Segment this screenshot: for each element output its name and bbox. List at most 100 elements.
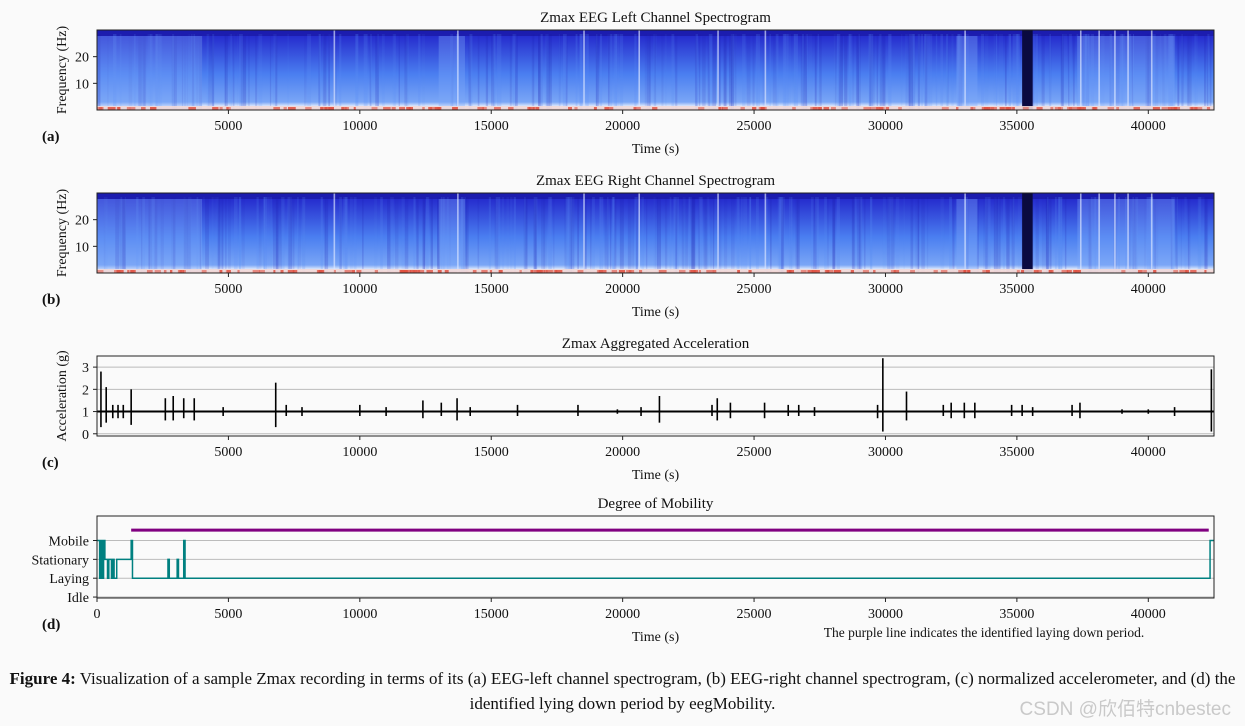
low-frequency-power [410,270,416,273]
spectrogram-texture [1090,197,1093,273]
spectrogram-texture [353,197,357,273]
spectrogram-texture [860,197,863,273]
x-tick-label: 35000 [999,607,1034,622]
spectrogram-texture [976,197,979,273]
spectrogram-top-band [97,30,1214,36]
low-frequency-power [305,107,312,110]
spectrogram-texture [288,197,292,273]
low-frequency-power [1022,107,1029,110]
spectrogram-texture [206,34,210,110]
left-spectrogram-panel: Zmax EEG Left Channel Spectrogram 5000 100… [42,10,1215,157]
x-tick-label: 20000 [605,119,640,134]
spectrogram-texture [171,34,175,110]
low-frequency-power [972,107,976,110]
low-frequency-power [383,107,391,110]
low-frequency-power [893,270,900,273]
spectrogram-texture [879,34,882,110]
spectrogram-texture [795,197,799,273]
spectrogram-texture [851,197,855,273]
spectrogram-texture [1060,34,1064,110]
low-frequency-power [116,270,124,273]
low-frequency-power [740,107,745,110]
spectrogram-texture [1012,197,1015,273]
spectrogram-texture [447,197,449,273]
spectrogram-texture [1181,34,1184,110]
spectrogram-texture [1163,34,1167,110]
spectrogram-texture [1068,34,1070,110]
low-frequency-power [154,270,161,273]
spectrogram-texture [819,34,822,110]
low-frequency-power [508,107,514,110]
low-frequency-power [219,270,223,273]
spectrogram-texture [911,34,915,110]
spectrogram-texture [564,197,566,273]
spectrogram-texture [750,197,752,273]
x-tick-label: 40000 [1131,282,1166,297]
low-frequency-power [169,270,173,273]
spectrogram-texture [1155,34,1159,110]
spectrogram-texture [772,34,777,110]
spectrogram-texture [995,197,998,273]
spectrogram-texture [1062,34,1064,110]
spectrogram-texture [303,34,307,110]
spectrogram-texture [993,197,996,273]
spectrogram-texture [369,34,372,110]
spectrogram-texture [97,34,101,110]
spectrogram-texture [216,197,219,273]
spectrogram-texture [506,197,510,273]
spectrogram-texture [610,34,613,110]
spectrogram-texture [565,197,570,273]
low-frequency-power [658,270,667,273]
spectrogram-texture [318,34,320,110]
spectrogram-texture [703,197,707,273]
low-frequency-power [1185,270,1189,273]
spectrogram-texture [1082,34,1085,110]
spectrogram-texture [451,34,454,110]
spectrogram-texture [426,197,428,273]
spectrogram-texture [1041,34,1045,110]
low-frequency-power [188,107,196,110]
spectrogram-texture [549,197,553,273]
spectrogram-texture [477,197,480,273]
low-frequency-power [1073,270,1077,273]
spectrogram-texture [119,197,123,273]
low-frequency-power [721,107,728,110]
spectrogram-texture [681,197,685,273]
spectrogram-texture [1087,34,1090,110]
spectrogram-texture [1054,197,1057,273]
spectrogram-texture [501,197,505,273]
spectrogram-texture [607,34,611,110]
spectrogram-texture [1201,197,1205,273]
spectrogram-texture [1125,197,1127,273]
spectrogram-texture [199,197,201,273]
x-tick-label: 5000 [214,607,242,622]
spectrogram-texture [702,34,706,110]
x-tick-label: 30000 [868,445,903,460]
spectrogram-texture [538,34,541,110]
activity-region [1077,36,1175,110]
low-frequency-power [341,107,349,110]
spectrogram-texture [196,197,199,273]
low-frequency-power [434,107,439,110]
spectrogram-texture [882,34,886,110]
panel-title: Zmax EEG Left Channel Spectrogram [540,10,771,26]
spectrogram-texture [1011,197,1015,273]
spectrogram-texture [611,197,615,273]
spectrogram-texture [1117,197,1120,273]
low-frequency-power [320,107,324,110]
spectrogram-texture [947,34,950,110]
spectrogram-texture [440,197,443,273]
spectrogram-texture [691,197,696,273]
spectrogram-texture [1032,34,1035,110]
artifact-line [717,193,719,273]
spectrogram-texture [852,34,854,110]
spectrogram-texture [615,34,620,110]
spectrogram-texture [869,197,873,273]
x-tick-label: 5000 [214,282,242,297]
spectrogram-texture [1048,34,1052,110]
spectrogram-texture [614,197,617,273]
panel-title: Degree of Mobility [598,496,714,512]
panel-title: Zmax EEG Right Channel Spectrogram [536,173,775,189]
plot-border [96,29,1215,111]
spectrogram-texture [857,197,861,273]
